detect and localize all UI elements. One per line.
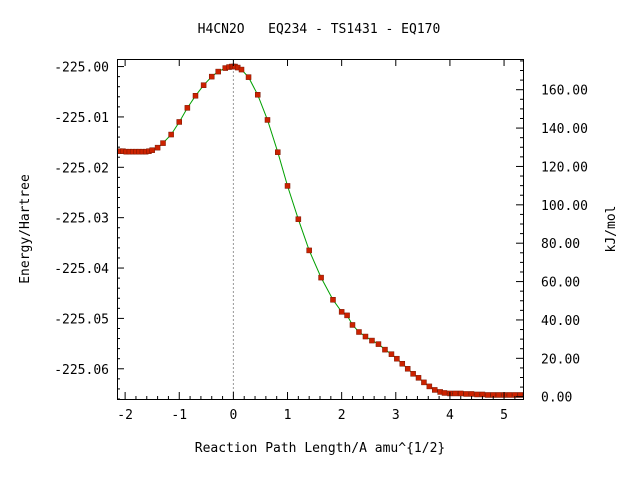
plot-area [116, 59, 524, 399]
data-point [338, 309, 345, 315]
y2-tick-label: 80.00 [541, 237, 580, 252]
y2-tick-label: 120.00 [541, 160, 588, 175]
data-point [149, 147, 155, 153]
y-tick-label: -225.03 [54, 212, 109, 227]
data-point [264, 117, 271, 123]
y2-tick-label: 60.00 [541, 276, 580, 291]
data-point [160, 140, 166, 146]
y2-tick-label: 160.00 [541, 84, 588, 99]
data-point [463, 391, 469, 397]
data-point [388, 351, 395, 357]
y-tick-label: -225.05 [54, 312, 109, 327]
x-tick-label: 2 [338, 408, 346, 423]
y2-axis-label: kJ/mol [604, 206, 619, 253]
x-tick-label: 5 [500, 408, 508, 423]
x-tick-label: 3 [392, 408, 400, 423]
data-point [168, 131, 174, 138]
data-point [245, 74, 252, 80]
data-point [362, 333, 369, 340]
y-tick-label: -225.02 [54, 161, 109, 176]
data-point [457, 390, 464, 397]
data-point [452, 390, 459, 397]
data-point [330, 297, 336, 303]
data-point [474, 391, 480, 398]
data-point [399, 360, 406, 367]
data-point [238, 66, 245, 73]
chart-title: H4CN2O EQ234 - TS1431 - EQ170 [198, 22, 441, 37]
data-point [421, 379, 427, 386]
data-point [369, 337, 375, 344]
data-point [375, 341, 382, 347]
y-axis-label: Energy/Hartree [18, 174, 33, 284]
data-point [517, 392, 524, 398]
data-point [468, 391, 475, 397]
x-tick-label: 0 [229, 408, 237, 423]
data-point [306, 247, 312, 254]
y-tick-label: -225.04 [54, 262, 109, 277]
data-point [215, 68, 221, 75]
data-point [184, 105, 191, 111]
y2-tick-label: 40.00 [541, 314, 580, 329]
series-line [119, 66, 521, 396]
data-point [295, 216, 302, 222]
data-point [208, 73, 215, 80]
data-point [154, 144, 161, 151]
data-point [441, 390, 448, 396]
y-tick-label: -225.06 [54, 363, 109, 378]
data-point [318, 274, 324, 281]
data-point [176, 119, 183, 125]
y-tick-label: -225.00 [54, 61, 109, 76]
data-point [275, 149, 281, 155]
y2-tick-label: 0.00 [541, 391, 572, 406]
axes: -2 -1 0 1 2 3 4 5 -225.00 -225.01 -225.02 -225.03 -2… [54, 59, 588, 423]
x-tick-label: -1 [171, 408, 187, 423]
data-point [356, 329, 362, 335]
x-axis-label: Reaction Path Length/A amu^{1/2} [195, 441, 445, 456]
data-point [344, 312, 350, 319]
data-point [410, 371, 416, 377]
data-point [404, 366, 411, 372]
data-point [495, 392, 502, 398]
data-point [394, 355, 400, 362]
data-point [485, 392, 491, 398]
data-point [200, 82, 207, 88]
data-point [506, 392, 513, 398]
data-point [192, 93, 199, 99]
x-tick-label: 4 [446, 408, 454, 423]
y2-tick-label: 140.00 [541, 122, 588, 137]
x-tick-label: 1 [284, 408, 292, 423]
data-point [382, 346, 388, 353]
data-point [415, 375, 422, 381]
y2-tick-label: 100.00 [541, 199, 588, 214]
y2-tick-label: 20.00 [541, 352, 580, 367]
data-point [349, 322, 356, 328]
data-point [284, 183, 291, 189]
plot-frame [117, 59, 524, 400]
data-point [432, 387, 438, 393]
y-tick-label: -225.01 [54, 111, 109, 126]
data-point [426, 383, 433, 390]
x-tick-label: -2 [117, 408, 133, 423]
data-point [254, 92, 261, 98]
